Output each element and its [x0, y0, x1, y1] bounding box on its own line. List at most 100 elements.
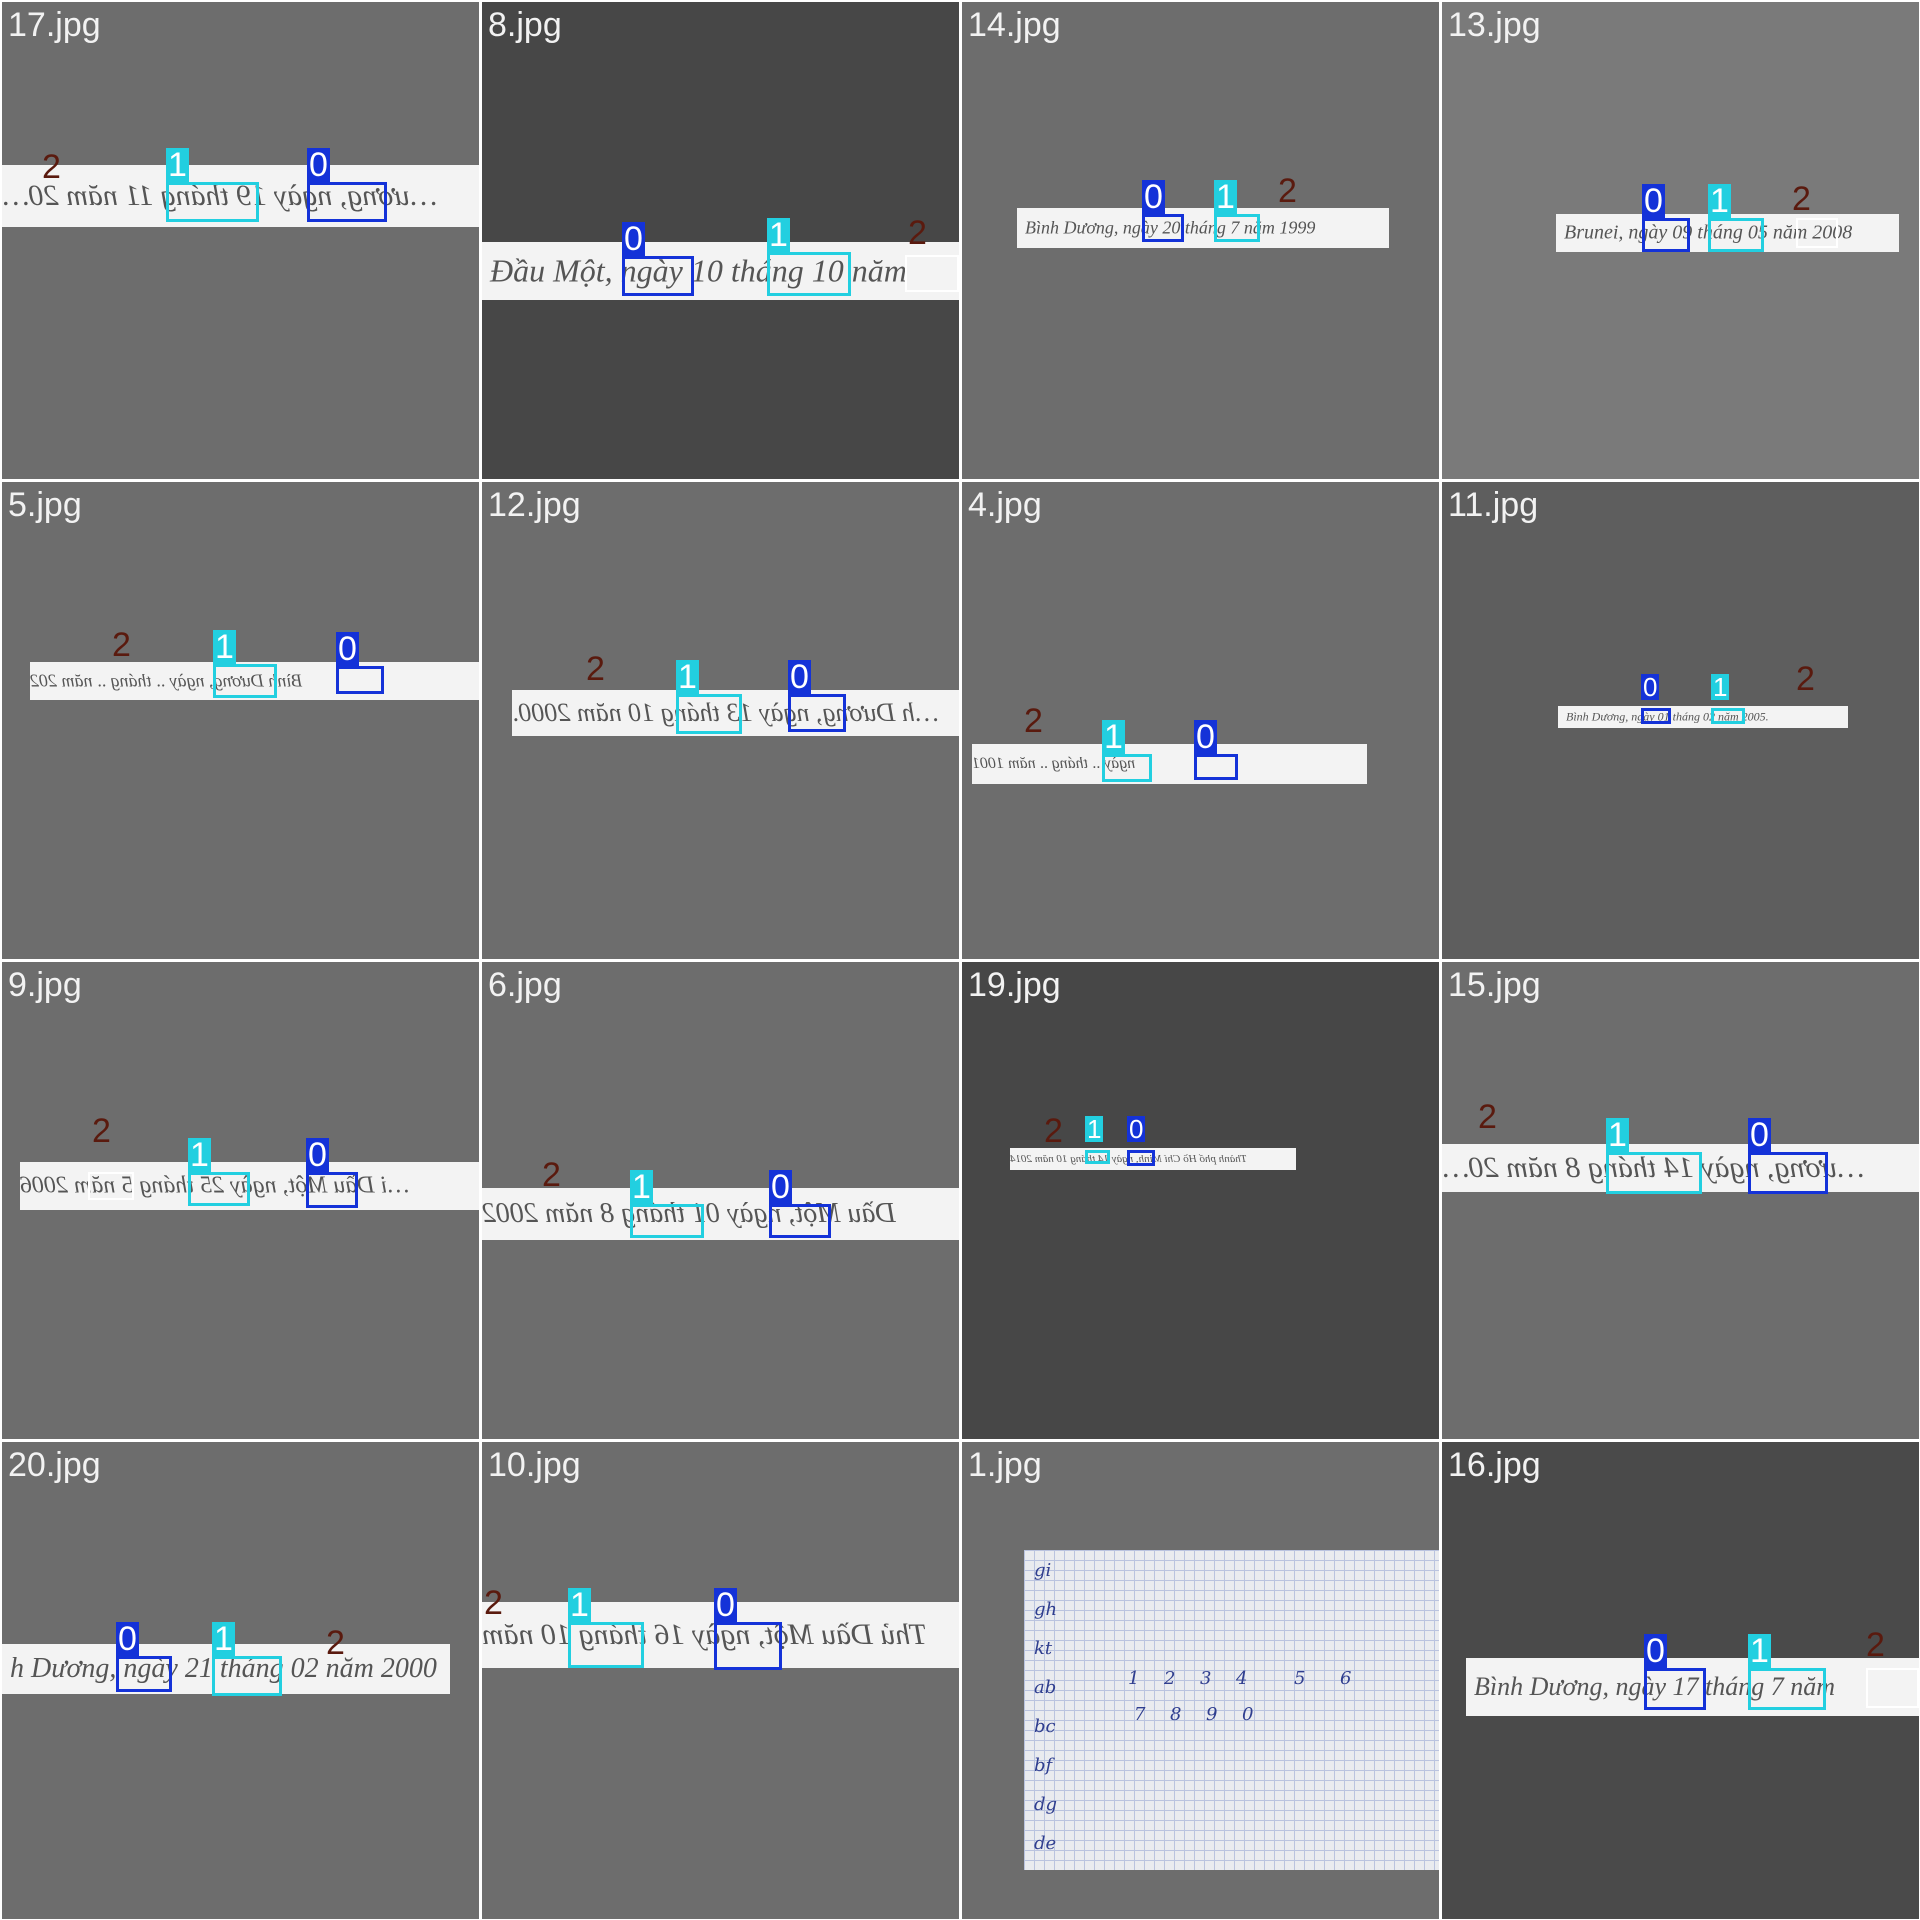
- bbox-class-0: [1644, 1668, 1706, 1710]
- text-line-strip: ngày .. tháng .. năm 1001: [972, 744, 1367, 784]
- bbox-class-tag: 1: [568, 1586, 591, 1624]
- tile-filename: 11.jpg: [1448, 486, 1539, 524]
- bbox-class-1: [212, 1656, 282, 1696]
- bbox-class-2: [88, 1172, 134, 1200]
- bbox-class-1: [1102, 754, 1152, 782]
- tile-filename: 6.jpg: [488, 966, 562, 1004]
- image-tile: h Dương, ngày 21 tháng 02 năm 2000 0 1 2 20.…: [2, 1442, 479, 1919]
- handwritten-digit: 6: [1340, 1668, 1352, 1689]
- bbox-class-tag: 0: [769, 1168, 792, 1206]
- image-tile: …i Dầu Một, ngày 25 tháng 5 năm 2006 2 1 0 9…: [2, 962, 479, 1439]
- tile-filename: 12.jpg: [488, 486, 581, 524]
- bbox-class-tag: 0: [116, 1620, 139, 1658]
- tile-filename: 20.jpg: [8, 1446, 101, 1484]
- image-tile: …h Dương, ngày 13 tháng 10 năm 2000. 2 1 0 1…: [482, 482, 959, 959]
- handwritten-letters: bf: [1034, 1755, 1053, 1776]
- bbox-class-tag: 0: [1748, 1116, 1771, 1154]
- handwritten-digit: 2: [1164, 1668, 1176, 1689]
- image-tile: Bình Dương, ngày 20 tháng 7 năm 1999 0 1 2 1…: [962, 2, 1439, 479]
- bbox-class-0: [1641, 708, 1671, 724]
- handwritten-letters: de: [1034, 1833, 1057, 1854]
- bbox-class-2: [905, 255, 959, 292]
- bbox-class-0: [1642, 218, 1690, 252]
- bbox-class-tag: 2: [1866, 1626, 1885, 1664]
- bbox-class-tag: 2: [542, 1156, 561, 1194]
- bbox-class-0: [1127, 1150, 1155, 1166]
- bbox-class-tag: 2: [42, 148, 61, 186]
- bbox-class-tag: 2: [1024, 702, 1043, 740]
- grid-paper-photo: gi gh kt ab bc bf dg de 1 2 3 4 5 6 7 8 9 0: [1024, 1550, 1439, 1870]
- bbox-class-tag: 1: [1711, 672, 1730, 702]
- bbox-class-tag: 0: [336, 630, 359, 668]
- tile-filename: 4.jpg: [968, 486, 1042, 524]
- tile-filename: 1.jpg: [968, 1446, 1042, 1484]
- image-tile: Thủ Dầu Một, ngày 16 tháng 10 năm 2 1 0 10.j…: [482, 1442, 959, 1919]
- bbox-class-tag: 2: [908, 214, 927, 252]
- image-tile: gi gh kt ab bc bf dg de 1 2 3 4 5 6 7 8 9 0 1.jpg: [962, 1442, 1439, 1919]
- bbox-class-tag: 1: [1606, 1116, 1629, 1154]
- handwritten-digit: 5: [1294, 1668, 1306, 1689]
- bbox-class-tag: 1: [212, 1620, 235, 1658]
- bbox-class-1: [166, 182, 259, 222]
- handwritten-letters: kt: [1034, 1638, 1053, 1659]
- bbox-class-tag: 1: [630, 1168, 653, 1206]
- date-line-text: Bình Dương, ngày 17 tháng 7 năm: [1474, 1672, 1835, 1701]
- bbox-class-tag: 0: [307, 146, 330, 184]
- bbox-class-1: [213, 664, 277, 698]
- bbox-class-tag: 0: [1642, 182, 1665, 220]
- image-tile: …ương, ngày 19 tháng 11 năm 20… 2 1 0 17.jpg: [2, 2, 479, 479]
- bbox-class-tag: 2: [326, 1624, 345, 1662]
- tile-filename: 19.jpg: [968, 966, 1061, 1004]
- bbox-class-tag: 0: [622, 220, 645, 258]
- image-tile: Brunei, ngày 09 tháng 05 năm 2008 0 1 2 13.j…: [1442, 2, 1919, 479]
- date-line-text: ngày .. tháng .. năm 1001: [972, 755, 1136, 772]
- bbox-class-tag: 1: [1102, 718, 1125, 756]
- image-tile: Bình Dương, ngày 17 tháng 7 năm 0 1 2 16.jpg: [1442, 1442, 1919, 1919]
- date-line-text: Bình Dương, ngày 20 tháng 7 năm 1999: [1025, 217, 1316, 238]
- bbox-class-1: [1748, 1668, 1826, 1710]
- bbox-class-tag: 1: [213, 628, 236, 666]
- bbox-class-0: [1748, 1152, 1828, 1194]
- tile-filename: 13.jpg: [1448, 6, 1541, 44]
- bbox-class-tag: 1: [166, 146, 189, 184]
- image-tile: Đầu Một, ngày 10 tháng 10 năm 0 1 2 8.jpg: [482, 2, 959, 479]
- bbox-class-0: [714, 1622, 782, 1670]
- text-line-strip: Bình Dương, ngày 01 tháng 02 năm 2005.: [1558, 706, 1848, 728]
- bbox-class-1: [1606, 1152, 1702, 1194]
- bbox-class-tag: 1: [676, 658, 699, 696]
- bbox-class-1: [1085, 1150, 1110, 1164]
- bbox-class-0: [336, 666, 384, 694]
- bbox-class-0: [1194, 754, 1238, 780]
- bbox-class-2: [1866, 1668, 1919, 1708]
- handwritten-letters: gi: [1034, 1560, 1052, 1581]
- handwritten-digit: 4: [1236, 1668, 1248, 1689]
- bbox-class-tag: 0: [1127, 1114, 1146, 1144]
- image-tile: Bình Dương, ngày .. tháng .. năm 202 2 1 0 5…: [2, 482, 479, 959]
- tile-filename: 16.jpg: [1448, 1446, 1541, 1484]
- image-tile: Thành phố Hồ Chí Minh, ngày 14 tháng 10 …: [962, 962, 1439, 1439]
- date-line-text: Dầu Một, ngày 01 tháng 8 năm 2002: [482, 1198, 896, 1229]
- bbox-class-tag: 0: [714, 1586, 737, 1624]
- handwritten-letters: gh: [1034, 1599, 1058, 1620]
- handwritten-digit: 8: [1170, 1704, 1182, 1725]
- handwritten-digit: 7: [1134, 1704, 1146, 1725]
- bbox-class-tag: 2: [1278, 172, 1297, 210]
- text-line-strip: Bình Dương, ngày 20 tháng 7 năm 1999: [1017, 208, 1389, 248]
- text-line-strip: …h Dương, ngày 13 tháng 10 năm 2000.: [512, 690, 959, 736]
- date-line-text: Đầu Một, ngày 10 tháng 10 năm: [490, 252, 907, 289]
- tile-filename: 14.jpg: [968, 6, 1061, 44]
- bbox-class-tag: 2: [586, 650, 605, 688]
- tile-filename: 10.jpg: [488, 1446, 581, 1484]
- bbox-class-tag: 1: [1708, 182, 1731, 220]
- bbox-class-0: [116, 1656, 172, 1692]
- text-line-strip: Dầu Một, ngày 01 tháng 8 năm 2002: [482, 1188, 959, 1240]
- tile-filename: 9.jpg: [8, 966, 82, 1004]
- bbox-class-2: [1796, 218, 1838, 248]
- bbox-class-tag: 2: [1478, 1098, 1497, 1136]
- text-line-strip: Đầu Một, ngày 10 tháng 10 năm: [482, 242, 959, 300]
- bbox-class-tag: 0: [788, 658, 811, 696]
- bbox-class-tag: 2: [484, 1584, 503, 1622]
- bbox-class-tag: 2: [112, 626, 131, 664]
- bbox-class-0: [788, 694, 846, 732]
